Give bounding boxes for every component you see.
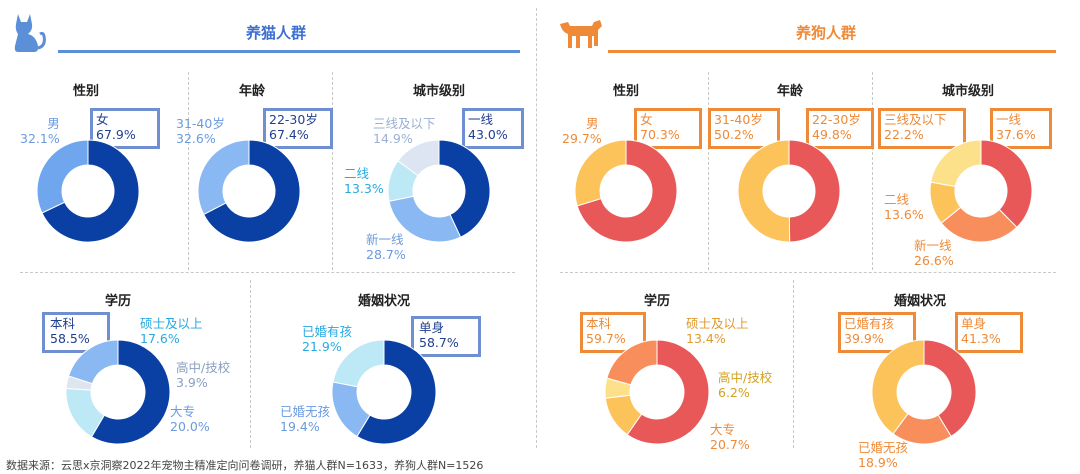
donut-chart: [871, 339, 977, 445]
chart-title: 城市级别: [941, 84, 994, 99]
donut-slice: [197, 139, 250, 216]
chart-title: 学历: [104, 294, 131, 309]
highlight-box: [955, 312, 1023, 353]
data-label: 女 70.3%: [640, 112, 680, 142]
data-label: 女 67.9%: [96, 112, 136, 142]
chart-title: 婚姻状况: [893, 294, 946, 309]
donut-slice: [788, 139, 841, 243]
data-label: 本科 59.7%: [586, 316, 626, 346]
highlight-box: [42, 312, 110, 353]
data-label: 已婚无孩 18.9%: [858, 440, 909, 470]
data-label: 大专 20.7%: [710, 422, 750, 452]
donut-slice: [606, 339, 658, 386]
data-label: 31-40岁 32.6%: [176, 116, 225, 146]
data-label: 硕士及以上 17.6%: [140, 316, 203, 346]
donut-slice: [36, 139, 89, 214]
data-label: 本科 58.5%: [50, 316, 90, 346]
cat-icon: [14, 14, 46, 52]
divider: [560, 272, 1056, 273]
data-label: 大专 20.0%: [170, 404, 210, 434]
dog-section-title: 养狗人群: [796, 24, 857, 42]
dog-icon: [560, 20, 602, 48]
donut-chart: [36, 139, 140, 243]
divider: [250, 280, 251, 448]
divider: [332, 72, 333, 270]
chart-title: 婚姻状况: [357, 294, 410, 309]
data-label: 三线及以下 14.9%: [373, 116, 436, 146]
donut-chart: [574, 139, 678, 243]
chart-title: 学历: [643, 294, 670, 309]
section-divider: [536, 8, 537, 448]
donut-slice: [41, 139, 140, 243]
data-label: 新一线 26.6%: [914, 238, 954, 268]
donut-slice: [574, 139, 627, 207]
donut-slice: [923, 339, 977, 438]
chart-title: 年龄: [238, 84, 265, 99]
highlight-box: [263, 108, 333, 149]
divider: [872, 72, 873, 270]
donut-chart: [737, 139, 841, 243]
donut-slice: [356, 339, 437, 445]
data-label: 22-30岁 67.4%: [269, 112, 318, 142]
donut-slice: [90, 339, 171, 445]
data-label: 一线 37.6%: [996, 112, 1036, 142]
cat-title-underline: [58, 50, 520, 53]
data-label: 22-30岁 49.8%: [812, 112, 861, 142]
data-label: 已婚有孩 21.9%: [302, 324, 353, 354]
donut-slice: [397, 139, 440, 177]
divider: [20, 272, 515, 273]
data-label: 硕士及以上 13.4%: [686, 316, 749, 346]
cat-section-title: 养猫人群: [246, 24, 307, 42]
chart-title: 性别: [72, 84, 99, 99]
data-label: 已婚有孩 39.9%: [844, 316, 895, 346]
donut-chart: [65, 339, 171, 445]
data-label: 男 32.1%: [20, 116, 60, 146]
divider: [793, 280, 794, 448]
donut-slice: [737, 139, 791, 243]
highlight-box: [806, 108, 874, 149]
divider: [708, 72, 709, 270]
donut-slice: [626, 339, 710, 445]
donut-slice: [332, 339, 385, 388]
donut-slice: [871, 339, 925, 435]
highlight-box: [634, 108, 702, 149]
data-label: 男 29.7%: [562, 116, 602, 146]
highlight-box: [878, 108, 966, 149]
dog-title-underline: [608, 50, 1056, 53]
donut-chart: [197, 139, 301, 243]
divider: [188, 72, 189, 270]
highlight-box: [411, 316, 481, 357]
donut-slice: [576, 139, 678, 243]
highlight-box: [708, 108, 780, 149]
data-label: 高中/技校 3.9%: [176, 360, 231, 390]
data-label: 高中/技校 6.2%: [718, 370, 773, 400]
data-label: 单身 41.3%: [961, 316, 1001, 346]
donut-slice: [930, 139, 982, 188]
donut-slice: [980, 139, 1033, 228]
donut-slice: [438, 139, 491, 238]
highlight-box: [990, 108, 1052, 149]
chart-title: 性别: [612, 84, 639, 99]
data-label: 三线及以下 22.2%: [884, 112, 947, 142]
data-label: 二线 13.3%: [344, 166, 384, 196]
data-source-note: 数据来源：云思x京洞察2022年宠物主精准定向问卷调研，养猫人群N=1633，养…: [6, 459, 484, 472]
data-label: 单身 58.7%: [419, 320, 459, 350]
donut-chart: [331, 339, 437, 445]
donut-chart: [604, 339, 710, 445]
highlight-box: [580, 312, 646, 353]
chart-title: 年龄: [776, 84, 803, 99]
data-label: 31-40岁 50.2%: [714, 112, 763, 142]
donut-slice: [203, 139, 301, 243]
donut-slice: [67, 339, 119, 385]
donut-chart: [929, 139, 1033, 243]
data-label: 二线 13.6%: [884, 192, 924, 222]
data-label: 已婚无孩 19.4%: [280, 404, 331, 434]
highlight-box: [462, 108, 524, 149]
data-label: 一线 43.0%: [468, 112, 508, 142]
chart-title: 城市级别: [412, 84, 465, 99]
data-label: 新一线 28.7%: [366, 232, 406, 262]
donut-chart: [387, 139, 491, 243]
